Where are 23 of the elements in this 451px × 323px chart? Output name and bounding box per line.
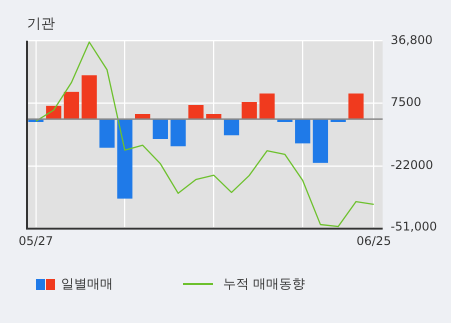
- bar: [206, 114, 222, 120]
- bar: [259, 94, 275, 120]
- bar: [312, 119, 328, 163]
- bar: [188, 105, 204, 120]
- bar: [117, 119, 132, 199]
- bar: [348, 94, 364, 120]
- bar: [295, 119, 310, 144]
- legend-label: 일별매매: [61, 276, 113, 293]
- bar: [64, 92, 80, 120]
- y-tick-label: 7500: [390, 95, 422, 110]
- bar: [99, 119, 115, 148]
- bar: [82, 75, 97, 120]
- bar: [170, 119, 186, 146]
- y-tick-label: -22000: [390, 158, 434, 172]
- y-tick-label: -51,000: [390, 220, 438, 234]
- x-tick-label: 05/27: [18, 234, 54, 248]
- bar: [242, 102, 257, 120]
- y-tick-label: 36,800: [390, 32, 433, 47]
- chart-title: 기관: [27, 16, 55, 32]
- legend-label: 누적 매매동향: [223, 276, 306, 293]
- bar: [152, 119, 168, 140]
- bar: [224, 119, 240, 136]
- x-tick-label: 06/25: [356, 234, 392, 248]
